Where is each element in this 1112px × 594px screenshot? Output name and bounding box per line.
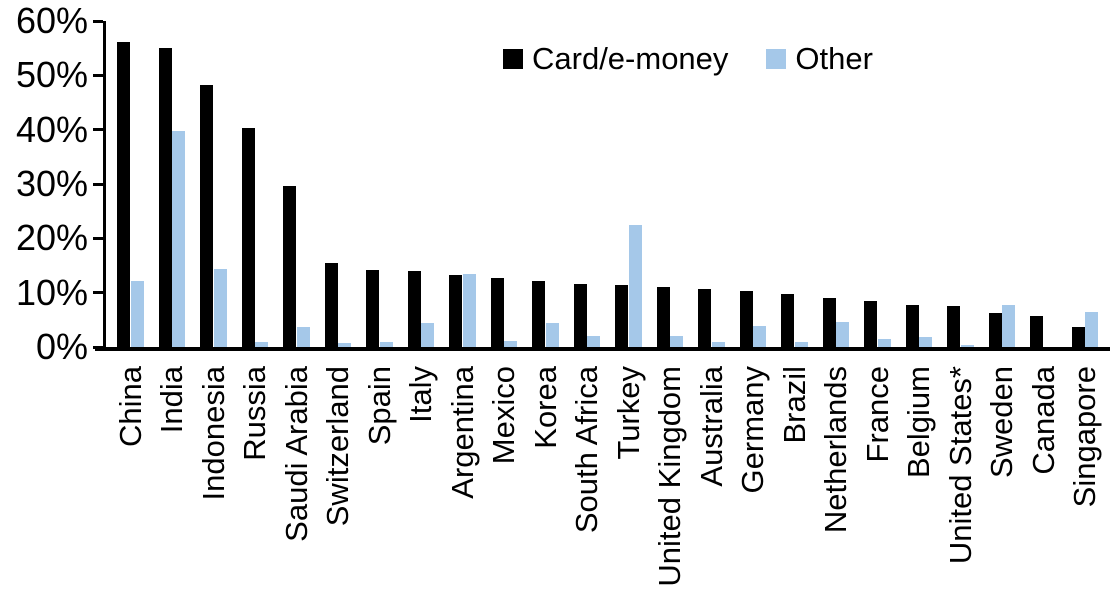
bar-other-belgium [919, 337, 932, 347]
bar-card-e-money-germany [739, 290, 753, 347]
legend: Card/e-money Other [503, 42, 873, 76]
y-tick-mark [93, 237, 103, 240]
x-label-russia: Russia [237, 366, 273, 461]
bar-other-switzerland [338, 343, 351, 347]
x-label-spain: Spain [361, 366, 397, 446]
bar-other-brazil [794, 342, 808, 347]
bar-other-spain [379, 342, 393, 347]
x-label-canada: Canada [1025, 366, 1061, 475]
bar-card-e-money-china [117, 41, 130, 347]
bar-card-e-money-switzerland [324, 262, 338, 347]
bar-other-saudi-arabia [296, 326, 310, 347]
bar-card-e-money-france [864, 301, 877, 347]
bar-card-e-money-united-kingdom [656, 287, 670, 347]
y-tick-label: 40% [15, 109, 88, 150]
bar-card-e-money-saudi-arabia [283, 185, 296, 347]
x-label-korea: Korea [527, 366, 563, 449]
y-tick-mark [93, 20, 103, 23]
y-tick-label: 0% [35, 326, 88, 367]
x-label-united-states-: United States* [942, 366, 978, 565]
bar-other-united-kingdom [670, 336, 683, 347]
y-tick-label: 10% [15, 272, 88, 313]
y-tick-mark [93, 183, 103, 186]
x-label-indonesia: Indonesia [195, 366, 231, 501]
x-label-argentina: Argentina [444, 366, 480, 499]
x-label-china: China [112, 366, 148, 447]
bar-card-e-money-south-africa [573, 284, 587, 347]
bar-card-e-money-mexico [490, 278, 504, 347]
x-label-mexico: Mexico [486, 366, 522, 465]
legend-item-card-e-money: Card/e-money [503, 42, 728, 76]
bar-other-italy [421, 323, 434, 347]
bar-other-sweden [1002, 304, 1015, 347]
x-label-singapore: Singapore [1067, 366, 1103, 508]
bar-card-e-money-russia [241, 128, 255, 347]
x-label-australia: Australia [693, 366, 729, 487]
bar-other-korea [545, 323, 559, 347]
bar-card-e-money-netherlands [822, 298, 836, 347]
bar-card-e-money-spain [366, 270, 379, 347]
bar-other-australia [711, 342, 725, 347]
x-label-saudi-arabia: Saudi Arabia [278, 366, 314, 542]
bar-card-e-money-argentina [449, 275, 462, 347]
x-label-switzerland: Switzerland [320, 366, 356, 527]
bar-other-united-states- [960, 345, 974, 347]
bar-card-e-money-sweden [988, 312, 1002, 347]
bar-other-netherlands [836, 322, 849, 347]
legend-swatch-other [766, 49, 787, 69]
x-label-brazil: Brazil [776, 366, 812, 444]
bar-card-e-money-india [158, 48, 172, 347]
x-label-india: India [154, 366, 190, 434]
bar-card-e-money-australia [698, 288, 711, 347]
y-tick-label: 20% [15, 217, 88, 258]
x-label-sweden: Sweden [984, 366, 1020, 479]
y-tick-label: 60% [15, 0, 88, 41]
bar-other-south-africa [587, 335, 600, 347]
bar-other-argentina [462, 273, 476, 347]
bar-card-e-money-singapore [1071, 327, 1085, 347]
bar-card-e-money-canada [1030, 316, 1043, 347]
bar-other-france [877, 339, 891, 347]
bar-card-e-money-belgium [905, 305, 919, 347]
x-label-united-kingdom: United Kingdom [652, 366, 688, 587]
legend-label-card-e-money: Card/e-money [532, 41, 729, 76]
bar-other-russia [255, 342, 268, 347]
y-tick-mark [93, 74, 103, 77]
x-label-italy: Italy [403, 366, 439, 423]
bar-other-germany [753, 326, 766, 347]
y-tick-mark [93, 346, 103, 349]
x-axis-line [95, 347, 1110, 351]
bar-other-china [130, 280, 144, 347]
bar-other-india [172, 131, 185, 347]
y-tick-mark [93, 128, 103, 131]
bar-other-turkey [628, 225, 642, 347]
bar-card-e-money-italy [407, 270, 421, 347]
bar-card-e-money-korea [532, 281, 545, 347]
bar-card-e-money-turkey [615, 285, 628, 347]
x-label-france: France [859, 366, 895, 463]
bar-card-e-money-brazil [781, 294, 794, 347]
y-axis-line [103, 21, 106, 350]
legend-item-other: Other [766, 42, 873, 76]
bar-card-e-money-indonesia [200, 85, 213, 347]
y-tick-mark [93, 291, 103, 294]
y-tick-label: 30% [15, 163, 88, 204]
x-label-netherlands: Netherlands [818, 366, 854, 534]
legend-swatch-card-e-money [503, 49, 523, 69]
legend-label-other: Other [795, 41, 873, 76]
bar-card-e-money-united-states- [947, 306, 960, 348]
y-tick-label: 50% [15, 54, 88, 95]
bar-other-indonesia [213, 269, 227, 347]
bar-other-mexico [504, 341, 517, 347]
x-label-south-africa: South Africa [569, 366, 605, 534]
x-label-belgium: Belgium [901, 366, 937, 478]
bar-other-singapore [1085, 311, 1098, 347]
x-label-turkey: Turkey [610, 366, 646, 460]
x-label-germany: Germany [735, 366, 771, 494]
